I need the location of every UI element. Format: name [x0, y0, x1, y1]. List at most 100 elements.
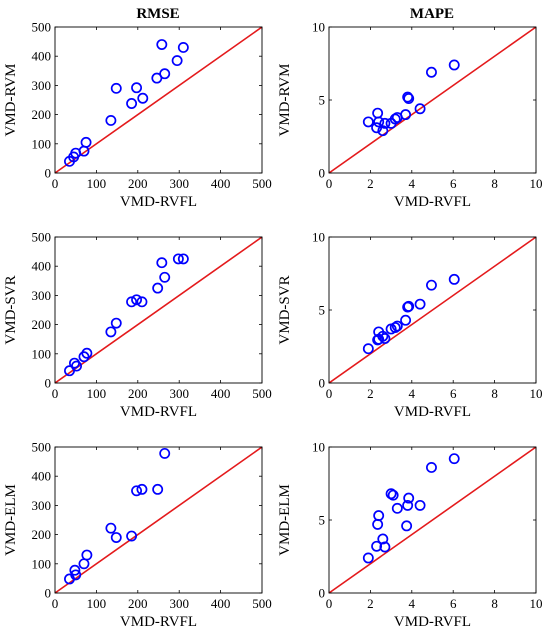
- data-point: [373, 116, 385, 128]
- axes-box: [54, 26, 263, 174]
- y-tick-label: 200: [32, 527, 52, 542]
- y-axis-label: VMD-RVM: [277, 64, 293, 137]
- y-tick-label: 300: [32, 78, 52, 93]
- y-tick-label: 100: [32, 136, 52, 151]
- data-point: [400, 314, 412, 326]
- x-tick-label: 400: [211, 596, 231, 611]
- data-point: [126, 98, 138, 109]
- y-tick-label: 0: [319, 166, 326, 181]
- x-tick-label: 10: [530, 386, 543, 401]
- data-point: [362, 552, 374, 564]
- x-axis-label: VMD-RVFL: [120, 404, 197, 420]
- data-point: [403, 300, 415, 312]
- data-point: [152, 282, 164, 294]
- data-point: [105, 114, 117, 126]
- y-tick-label: 100: [32, 556, 52, 571]
- x-tick-label: 300: [169, 176, 189, 191]
- data-point: [385, 488, 397, 500]
- scatter-panel-4: 0 2 4 6 8 10 0 5 10 VMD-RVFL VMD-SVR: [277, 230, 543, 421]
- x-tick-label: 8: [491, 176, 498, 191]
- data-point: [131, 294, 143, 306]
- data-point: [126, 530, 138, 542]
- x-tick-label: 100: [87, 386, 107, 401]
- data-point: [448, 59, 460, 71]
- x-tick-label: 0: [326, 386, 333, 401]
- x-axis-label: VMD-RVFL: [120, 614, 197, 630]
- data-point: [78, 558, 90, 570]
- data-point: [391, 502, 403, 514]
- x-tick-label: 200: [128, 596, 148, 611]
- y-tick-label: 300: [32, 288, 52, 303]
- data-point: [426, 279, 437, 291]
- y-tick-label: 10: [312, 20, 325, 35]
- data-point: [372, 518, 384, 530]
- x-tick-label: 8: [491, 386, 498, 401]
- data-point: [372, 107, 384, 119]
- data-point: [379, 333, 391, 344]
- x-tick-label: 6: [450, 596, 457, 611]
- data-point: [387, 489, 399, 501]
- data-point: [81, 549, 93, 561]
- x-tick-label: 0: [52, 176, 59, 191]
- scatter-panel-2: 0 2 4 6 8 10 0 5 10 VMD-RVFL VMD-RVM: [277, 20, 543, 211]
- data-point: [159, 271, 171, 283]
- data-point: [69, 564, 81, 576]
- x-tick-label: 0: [52, 386, 59, 401]
- data-point: [362, 343, 374, 355]
- diagonal-reference-line: [328, 236, 537, 384]
- diagonal-reference-line: [328, 446, 537, 594]
- x-tick-label: 0: [52, 596, 59, 611]
- x-tick-label: 500: [252, 386, 272, 401]
- data-point: [69, 357, 80, 369]
- scatter-panel-3: 0 100 200 300 400 500 0 100 200 300 400 500 VMD-RVFL…: [3, 230, 272, 421]
- x-tick-label: 6: [450, 176, 457, 191]
- data-point: [156, 257, 168, 269]
- x-tick-label: 4: [409, 386, 416, 401]
- x-tick-label: 2: [367, 386, 374, 401]
- data-point: [371, 540, 383, 552]
- y-tick-label: 5: [319, 93, 326, 108]
- y-tick-label: 0: [45, 166, 52, 181]
- x-tick-label: 400: [211, 386, 231, 401]
- data-point: [371, 122, 383, 134]
- axes-box: [54, 236, 263, 384]
- y-tick-label: 500: [32, 440, 52, 455]
- y-tick-label: 0: [319, 586, 326, 601]
- y-tick-label: 0: [45, 376, 52, 391]
- data-point: [426, 461, 437, 473]
- data-point: [377, 330, 389, 342]
- data-point: [448, 273, 460, 285]
- data-point: [70, 569, 82, 581]
- x-tick-label: 400: [211, 176, 231, 191]
- y-tick-label: 400: [32, 49, 52, 64]
- data-point: [152, 483, 164, 495]
- x-axis-label: VMD-RVFL: [120, 194, 197, 210]
- data-point: [414, 298, 426, 310]
- y-axis-label: VMD-ELM: [3, 484, 19, 556]
- data-point: [110, 317, 122, 329]
- data-point: [137, 92, 149, 104]
- data-point: [177, 253, 189, 265]
- diagonal-reference-line: [54, 26, 263, 174]
- data-point: [389, 113, 401, 125]
- y-tick-label: 0: [45, 586, 52, 601]
- axes-box: [54, 446, 263, 594]
- x-tick-label: 2: [367, 176, 374, 191]
- data-point: [159, 68, 171, 80]
- data-point: [403, 492, 415, 504]
- data-point: [159, 447, 171, 459]
- y-tick-label: 5: [319, 513, 326, 528]
- data-point: [401, 520, 413, 532]
- data-point: [172, 253, 184, 265]
- x-tick-label: 100: [87, 596, 107, 611]
- x-tick-label: 8: [491, 596, 498, 611]
- y-tick-label: 300: [32, 498, 52, 513]
- x-tick-label: 300: [169, 386, 189, 401]
- scatter-panel-1: 0 100 200 300 400 500 0 100 200 300 400 500 VMD-RVFL…: [3, 20, 272, 211]
- y-tick-label: 200: [32, 317, 52, 332]
- data-point: [105, 326, 117, 338]
- data-point: [131, 82, 143, 94]
- x-tick-label: 6: [450, 386, 457, 401]
- data-point: [110, 532, 122, 543]
